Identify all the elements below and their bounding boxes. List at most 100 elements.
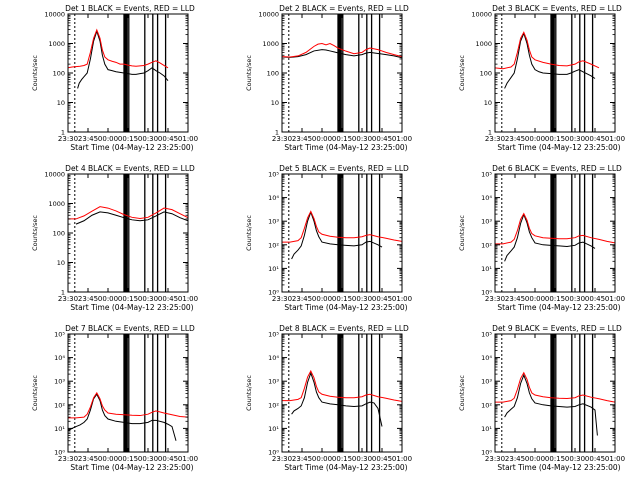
x-tick-label: 23:45 (292, 295, 312, 303)
y-tick-label: 1 (61, 289, 65, 297)
x-tick-label: 00:45 (158, 295, 178, 303)
y-tick-label: 1000 (48, 40, 65, 48)
events-series-line (504, 373, 598, 436)
events-series-line (504, 31, 596, 89)
x-tick-label: 01:00 (605, 295, 625, 303)
x-axis-label: Start Time (04-May-12 23:25:00) (497, 303, 620, 312)
x-tick-label: 00:00 (525, 295, 545, 303)
x-tick-label: 00:30 (138, 295, 158, 303)
y-tick-label: 10⁰ (268, 449, 279, 457)
y-tick-label: 10² (54, 401, 65, 409)
y-tick-label: 10² (481, 401, 492, 409)
x-tick-label: 23:45 (78, 135, 98, 143)
y-tick-label: 10³ (481, 378, 492, 386)
y-tick-label: 10 (57, 99, 65, 107)
lld-series-line (68, 206, 188, 220)
y-tick-label: 10² (481, 241, 492, 249)
y-tick-label: 10² (268, 401, 279, 409)
y-axis-label: Counts/sec (245, 215, 253, 251)
y-tick-label: 10⁴ (481, 354, 492, 362)
x-axis-label: Start Time (04-May-12 23:25:00) (497, 463, 620, 472)
x-tick-label: 00:15 (332, 295, 352, 303)
y-tick-label: 10000 (44, 11, 65, 19)
x-axis-label: Start Time (04-May-12 23:25:00) (284, 143, 407, 152)
plot-area (282, 334, 402, 452)
panel-title: Det 3 BLACK = Events, RED = LLD (492, 4, 622, 13)
x-tick-label: 00:30 (352, 135, 372, 143)
x-tick-label: 01:00 (178, 295, 198, 303)
x-tick-label: 00:15 (332, 135, 352, 143)
y-tick-label: 10000 (44, 171, 65, 179)
panel-title: Det 4 BLACK = Events, RED = LLD (65, 164, 195, 173)
x-tick-label: 23:45 (78, 295, 98, 303)
panel-title: Det 9 BLACK = Events, RED = LLD (492, 324, 622, 333)
x-tick-label: 00:30 (565, 295, 585, 303)
lld-series-line (495, 212, 615, 245)
y-tick-label: 10000 (471, 11, 492, 19)
detector-panel-6: 23:30 23:45 00:00 00:15 00:30 00:45 01:00 10⁰ 10… (458, 164, 625, 312)
x-tick-label: 00:45 (158, 135, 178, 143)
panel-title: Det 8 BLACK = Events, RED = LLD (279, 324, 409, 333)
panel-title: Det 6 BLACK = Events, RED = LLD (492, 164, 622, 173)
x-tick-label: 00:45 (585, 295, 605, 303)
detector-panel-4: 23:30 23:45 00:00 00:15 00:30 00:45 01:00 1 10 10… (31, 164, 198, 312)
x-tick-label: 01:00 (392, 455, 412, 463)
x-tick-label: 01:00 (392, 295, 412, 303)
x-tick-label: 00:45 (585, 455, 605, 463)
plot-area (68, 174, 188, 292)
x-tick-label: 00:15 (118, 135, 138, 143)
x-axis-label: Start Time (04-May-12 23:25:00) (284, 303, 407, 312)
x-tick-label: 23:30 (58, 295, 78, 303)
x-tick-label: 23:45 (292, 455, 312, 463)
y-tick-label: 1000 (48, 200, 65, 208)
x-tick-label: 00:15 (118, 295, 138, 303)
lld-series-line (495, 371, 615, 403)
y-tick-label: 10⁵ (268, 331, 279, 339)
x-tick-label: 00:30 (352, 455, 372, 463)
x-tick-label: 00:30 (565, 455, 585, 463)
y-tick-label: 10¹ (54, 425, 65, 433)
y-tick-label: 10⁴ (54, 354, 65, 362)
y-tick-label: 10⁰ (268, 289, 279, 297)
x-tick-label: 23:30 (272, 135, 292, 143)
y-axis-label: Counts/sec (245, 375, 253, 411)
y-tick-label: 100 (267, 70, 279, 78)
plot-area (495, 14, 615, 132)
detector-panel-8: 23:30 23:45 00:00 00:15 00:30 00:45 01:00 10⁰ 10… (245, 324, 412, 472)
x-tick-label: 23:30 (485, 135, 505, 143)
detector-panel-5: 23:30 23:45 00:00 00:15 00:30 00:45 01:00 10⁰ 10… (245, 164, 412, 312)
x-tick-label: 23:45 (292, 135, 312, 143)
y-tick-label: 10³ (268, 218, 279, 226)
events-series-line (75, 211, 188, 225)
x-tick-label: 00:00 (525, 455, 545, 463)
y-tick-label: 10⁴ (268, 354, 279, 362)
events-series-line (291, 371, 383, 427)
y-tick-label: 10⁴ (268, 194, 279, 202)
y-axis-label: Counts/sec (31, 55, 39, 91)
y-tick-label: 1 (275, 129, 279, 137)
y-tick-label: 10⁰ (54, 449, 65, 457)
y-tick-label: 10³ (481, 218, 492, 226)
detector-panel-7: 23:30 23:45 00:00 00:15 00:30 00:45 01:00 10⁰ 10… (31, 324, 198, 472)
y-axis-label: Counts/sec (31, 375, 39, 411)
y-tick-label: 10000 (258, 11, 279, 19)
x-tick-label: 00:00 (312, 295, 332, 303)
x-tick-label: 23:30 (58, 455, 78, 463)
y-tick-label: 10³ (54, 378, 65, 386)
y-tick-label: 100 (53, 70, 65, 78)
y-tick-label: 1000 (262, 40, 279, 48)
y-tick-label: 100 (53, 230, 65, 238)
plot-area (495, 334, 615, 452)
y-tick-label: 10¹ (481, 265, 492, 273)
plot-area (282, 174, 402, 292)
y-tick-label: 10⁴ (481, 194, 492, 202)
x-axis-label: Start Time (04-May-12 23:25:00) (70, 463, 193, 472)
x-tick-label: 00:30 (138, 135, 158, 143)
panel-title: Det 2 BLACK = Events, RED = LLD (279, 4, 409, 13)
detector-panel-1: 23:30 23:45 00:00 00:15 00:30 00:45 01:00 1 10 10… (31, 4, 198, 152)
x-tick-label: 00:00 (312, 455, 332, 463)
lld-series-line (68, 28, 169, 69)
x-tick-label: 00:15 (545, 295, 565, 303)
lld-series-line (282, 42, 402, 58)
